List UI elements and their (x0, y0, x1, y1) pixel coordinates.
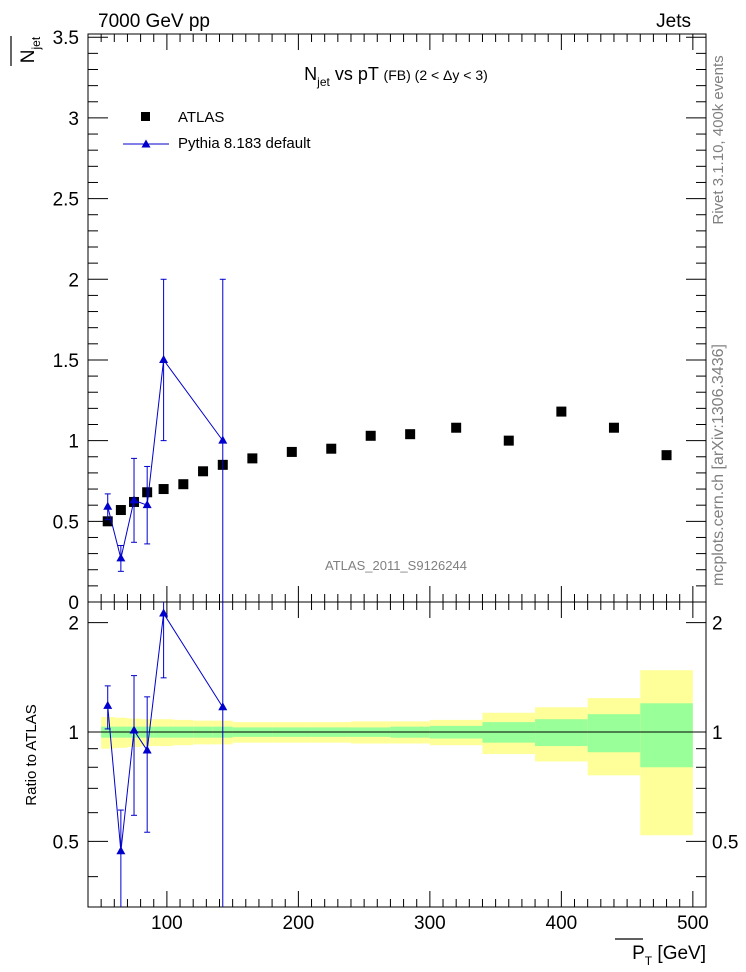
xlabel-unit: [GeV] (652, 943, 706, 964)
pythia-point (218, 435, 228, 444)
legend-pythia-label: Pythia 8.183 default (178, 135, 311, 152)
atlas-point (503, 435, 514, 446)
pythia-point (129, 495, 139, 504)
stat-band (640, 703, 693, 768)
pythia-ratio-point (159, 608, 169, 617)
x-tick-label: 300 (414, 913, 446, 934)
pythia-point (103, 501, 113, 510)
pythia-point (142, 500, 152, 509)
x-tick-labels: 100 200 300 400 500 (151, 913, 709, 934)
plot-title: Njet vs pT (FB) (2 < Δy < 3) (304, 64, 488, 89)
ratio-panel-ticks (88, 602, 706, 907)
x-axis-label: PT [GeV] (615, 938, 706, 968)
ratio-y-tick-label-right: 1 (712, 723, 723, 744)
x-tick-label: 100 (151, 913, 183, 934)
main-y-axis-label: Njet (10, 36, 43, 66)
pythia-ratio-point (218, 702, 228, 711)
rivet-info-label: Rivet 3.1.10, 400k events (710, 55, 727, 224)
header-energy-label: 7000 GeV pp (98, 11, 210, 32)
pythia-point (159, 354, 169, 363)
plot-title-main: N (304, 64, 317, 84)
pythia-ratio-point (129, 725, 139, 734)
header-jets-label: Jets (656, 11, 691, 32)
main-panel-ticks (88, 34, 706, 603)
y-tick-label: 2.5 (53, 190, 79, 211)
pythia-ratio-point (142, 745, 152, 754)
y-tick-label: 1.5 (53, 351, 79, 372)
ratio-panel: 0.5 0.5 1 1 2 2 100 200 300 400 500 Ratio to ATLA… (23, 601, 739, 968)
atlas-point (247, 453, 258, 464)
ratio-y-tick-label-left: 0.5 (53, 832, 79, 853)
plot-title-range: (2 < Δy < 3) (411, 67, 488, 83)
atlas-point (286, 446, 297, 457)
atlas-point (556, 406, 567, 417)
plot-title-rest: vs pT (330, 64, 384, 84)
atlas-point (451, 422, 462, 433)
legend-pythia-marker (141, 139, 151, 148)
ratio-panel-data (103, 602, 228, 907)
main-panel-y-tick-labels: 0 0.5 1 1.5 2 2.5 3 3.5 (53, 28, 79, 614)
main-panel: 0 0.5 1 1.5 2 2.5 3 3.5 ATLAS_2011_S9126244 Nje… (10, 28, 707, 614)
legend: ATLAS Pythia 8.183 default (123, 109, 311, 152)
atlas-point (661, 450, 672, 461)
ratio-y-tick-label-left: 2 (68, 614, 79, 635)
atlas-point (115, 505, 126, 516)
ratio-y-tick-label-right: 0.5 (712, 832, 738, 853)
ratio-y-axis-label: Ratio to ATLAS (23, 704, 40, 805)
pythia-point (116, 553, 126, 562)
legend-atlas-label: ATLAS (178, 109, 224, 126)
y-tick-label: 3.5 (53, 28, 79, 49)
ratio-uncertainty-bands (101, 670, 693, 836)
pythia-ratio-point (116, 846, 126, 855)
atlas-point (326, 443, 337, 454)
pythia-line (107, 358, 224, 559)
pythia-ratio-line (107, 612, 224, 852)
atlas-point (178, 479, 189, 490)
ratio-y-tick-label-right: 2 (712, 614, 723, 635)
atlas-point (405, 429, 416, 440)
stat-band (587, 714, 641, 753)
ratio-y-tick-label-left: 1 (68, 723, 79, 744)
plot-title-tag: (FB) (384, 67, 411, 83)
analysis-watermark: ATLAS_2011_S9126244 (325, 558, 467, 573)
xlabel-main: P (632, 943, 645, 964)
plot-title-sub: jet (316, 75, 330, 89)
y-tick-label: 1 (68, 432, 79, 453)
ylabel-sub: jet (29, 36, 43, 50)
stat-band (535, 719, 588, 747)
x-tick-label: 400 (546, 913, 578, 934)
y-tick-label: 2 (68, 270, 79, 291)
ylabel-main: N (18, 49, 39, 63)
mcplots-label: mcplots.cern.ch [arXiv:1306.3436] (710, 344, 727, 586)
xlabel-sub: T (645, 954, 653, 968)
atlas-point (102, 516, 113, 527)
x-tick-label: 200 (283, 913, 315, 934)
atlas-point (365, 430, 376, 441)
ratio-panel-frame (87, 601, 707, 908)
legend-atlas-marker (141, 112, 150, 121)
y-tick-label: 3 (68, 109, 79, 130)
x-tick-label: 500 (677, 913, 709, 934)
y-tick-label: 0 (68, 593, 79, 614)
ylabel-text: Njet (18, 36, 43, 63)
pythia-ratio-point (103, 700, 113, 709)
main-panel-data (102, 278, 672, 603)
atlas-point (158, 484, 169, 495)
atlas-point (608, 422, 619, 433)
ratio-y-tick-labels: 0.5 0.5 1 1 2 2 (53, 614, 739, 854)
atlas-point (198, 466, 209, 477)
xlabel-text: PT [GeV] (632, 943, 706, 968)
y-tick-label: 0.5 (53, 512, 79, 533)
